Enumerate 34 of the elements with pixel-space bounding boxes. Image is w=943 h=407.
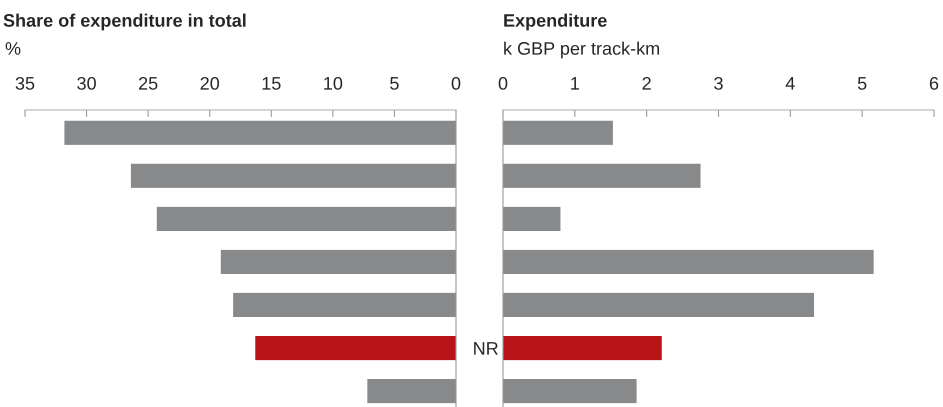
x-tick-label: 5	[858, 77, 866, 90]
y-tick-label: NR	[474, 342, 498, 355]
bar	[503, 164, 701, 188]
x-tick-label: 3	[714, 76, 723, 90]
x-tick-label: 30	[77, 76, 96, 90]
bar	[503, 120, 613, 145]
x-tick-label: 20	[200, 76, 220, 90]
bar	[503, 292, 814, 318]
bar	[503, 250, 874, 274]
bar	[130, 164, 456, 188]
x-tick-label: 0	[452, 76, 460, 90]
x-tick-label: 10	[324, 76, 342, 90]
bar	[367, 379, 456, 404]
x-tick-label: 1	[571, 77, 579, 90]
bar	[503, 206, 560, 231]
bar	[255, 336, 456, 360]
x-tick-label: 2	[642, 76, 651, 90]
x-axis-title: k GBP per track-km	[504, 42, 660, 58]
bar	[503, 379, 637, 404]
bar	[233, 292, 456, 318]
x-axis-title: %	[6, 42, 20, 55]
bar	[503, 336, 662, 360]
x-tick-label: 25	[139, 76, 158, 90]
chart-title: Share of expenditure in total	[4, 14, 246, 30]
x-tick-label: 15	[262, 77, 281, 90]
x-tick-label: 35	[16, 76, 34, 90]
x-tick-label: 0	[498, 76, 508, 90]
bar	[64, 120, 456, 145]
bar	[156, 206, 456, 231]
x-tick-label: 5	[390, 77, 399, 90]
x-tick-label: 4	[786, 77, 795, 90]
chart-title: Expenditure	[504, 14, 607, 30]
bar	[220, 250, 456, 274]
x-tick-label: 6	[930, 76, 938, 90]
